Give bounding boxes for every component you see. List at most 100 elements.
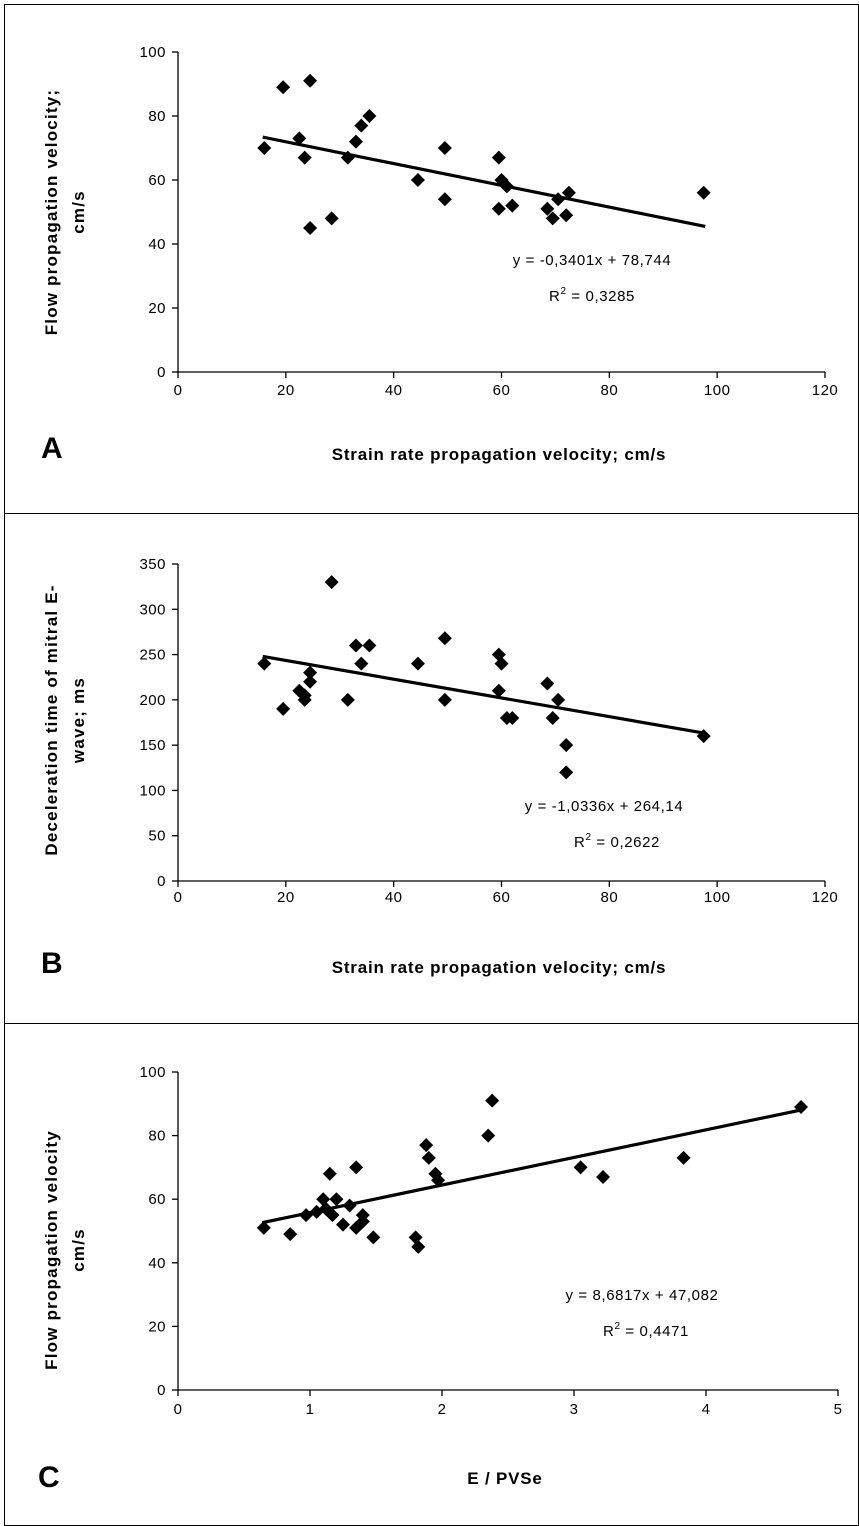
panel-a-data-point [303,73,318,88]
panel-b-xlabel: Strain rate propagation velocity; cm/s [331,958,667,977]
panel-b-y-tick-label: 100 [139,782,166,799]
panel-a-x-tick-label: 60 [493,382,511,399]
panel-a-equation: y = -0,3401x + 78,744 [513,252,672,269]
panel-a-data-point [559,208,574,223]
panel-c-data-point [481,1128,496,1143]
panel-b-plot: 0 50 100 150 200 250 300 350 0 20 40 60 80 100 120 y = … [139,556,839,906]
panel-b-trendline [262,654,706,735]
panel-b-r-squared-prefix: R [574,834,585,851]
panel-b-r-squared-sup: 2 [585,832,591,843]
panel-a-plot: 0 20 40 60 80 100 0 20 40 60 80 100 120 y = -0,3401x … [139,44,839,399]
panel-c-data-point [349,1160,364,1175]
panel-a-data-point [410,173,425,187]
panel-b-data-point [491,683,506,698]
panel-b-y-tick-label: 50 [148,828,166,845]
panel-c-x-tick-label: 2 [438,1401,447,1418]
panel-b-data-point [540,676,555,691]
panel-a-data-point [354,118,369,133]
panel-a-data-point [303,221,318,235]
panel-b-data-point [276,701,291,716]
panel-c-data-point [421,1150,436,1165]
panel-c-data-point [419,1138,434,1153]
panel-b-x-tick-label: 0 [174,889,183,906]
panel-a-xlabel: Strain rate propagation velocity; cm/s [331,445,667,464]
panel-a-data-point [491,201,506,216]
panel-c-data-point [322,1166,337,1181]
panel-b-y-tick-label: 150 [139,737,166,754]
panel-c-r-squared-value: = 0,4471 [621,1323,689,1340]
panel-b-data-point [348,638,363,653]
panel-a-x-tick-label: 80 [600,382,618,399]
panel-c-data-point [283,1227,298,1242]
panel-a-data-point [545,211,560,226]
panel-c-equation: y = 8,6817x + 47,082 [566,1287,719,1304]
panel-b-y-tick-label: 350 [139,556,166,573]
panel-c-r-squared-prefix: R [603,1323,614,1340]
panel-b-x-tick-label: 20 [277,889,295,906]
panel-b-data-point [303,665,318,680]
panel-a-data-point [297,150,312,165]
panel-b-data-point [303,674,318,689]
panel-c-y-tick-label: 80 [148,1128,166,1145]
panel-c-data-point [431,1173,446,1188]
panel-b-data-point [410,656,425,671]
panel-a-y-tick-label: 60 [148,172,166,189]
panel-a-x-tick-label: 100 [704,382,731,399]
panel-b-data-point [559,738,574,753]
panel-c-y-tick-label: 60 [148,1191,166,1208]
panel-b-x-tick-label: 120 [812,889,839,906]
panel-b-data-point [340,692,355,707]
panel-b-r-squared: R2 = 0,2622 [574,832,660,851]
panel-a-y-tick-label: 40 [148,236,166,253]
panel-c-y-tick-label: 40 [148,1255,166,1272]
panel-c-data-point [411,1239,426,1254]
panel-a-x-tick-label: 0 [174,382,183,399]
panel-c-data-point [573,1160,588,1175]
panel-c-data-point [256,1220,271,1235]
panel-c-y-tick-label: 20 [148,1318,166,1335]
panel-c-r-squared: R2 = 0,4471 [603,1321,689,1340]
panel-c-data-point [485,1093,500,1108]
panel-b-x-tick-label: 60 [493,889,511,906]
panel-c-data-point [336,1217,350,1232]
panel-a-data-point [540,201,555,216]
panel-c-data-point [596,1169,611,1184]
panel-b-data-point [494,656,509,671]
panel-c-x-tick-label: 0 [174,1401,183,1418]
panel-c-x-tick-label: 5 [834,1401,843,1418]
panel-b-x-tick-label: 100 [704,889,731,906]
panel-c-data-point [325,1208,340,1223]
panel-c-data-point [342,1198,357,1213]
panel-b-data-point [354,656,369,671]
panel-c-letter: C [38,1461,60,1494]
panel-b-data-point [297,688,312,703]
panel-a-data-point [348,134,363,149]
panel-a-letter: A [41,432,63,465]
panel-a-data-point [362,109,377,123]
panel-a-y-tick-label: 80 [148,108,166,125]
panel-b-data-point [362,638,377,653]
panel-a-data-point [561,185,576,200]
panel-a-data-point [276,80,291,95]
panel-a-x-tick-label: 120 [812,382,839,399]
panel-c-data-point [299,1208,314,1223]
panel-a-trendline [262,135,706,229]
panel-a-data-point [696,185,711,200]
panel-a-y-tick-label: 100 [139,44,166,61]
panel-a-data-point [437,141,452,155]
panel-a-y-tick-label: 0 [157,364,166,381]
panel-b-x-tick-label: 40 [385,889,403,906]
panel-a-data-point [257,141,272,155]
panel-a-r-squared-prefix: R [549,288,560,305]
panel-b-data-point [551,692,566,707]
panel-b-data-point [559,765,574,780]
panel-c-data-point [329,1192,344,1207]
panel-b-r-squared-value: = 0,2622 [592,834,660,851]
panel-c-y-tick-label: 0 [157,1382,166,1399]
panel-c-data-point [676,1150,691,1165]
panel-c-x-tick-label: 1 [306,1401,315,1418]
panel-a-data-point [437,192,452,207]
